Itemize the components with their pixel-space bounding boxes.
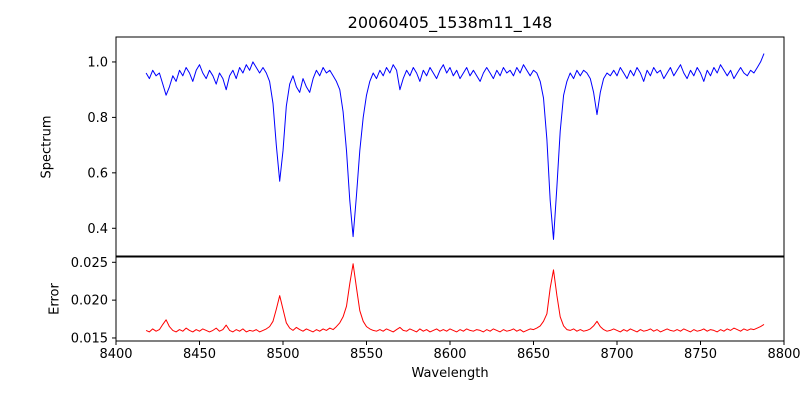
x-tick-label: 8550 bbox=[350, 347, 383, 362]
y-tick-label: 0.4 bbox=[87, 222, 108, 237]
y-tick-label: 0.015 bbox=[71, 331, 108, 346]
y-tick-label: 0.8 bbox=[87, 111, 108, 126]
error-y-axis-label: Error bbox=[47, 283, 63, 315]
chart-title: 20060405_1538m11_148 bbox=[347, 13, 553, 32]
x-tick-label: 8750 bbox=[684, 347, 717, 362]
y-tick-label: 0.6 bbox=[87, 166, 108, 181]
y-tick-label: 1.0 bbox=[87, 55, 108, 70]
x-tick-label: 8500 bbox=[266, 347, 299, 362]
x-tick-label: 8650 bbox=[517, 347, 550, 362]
spectrum-y-axis-label: Spectrum bbox=[39, 115, 55, 179]
x-tick-label: 8600 bbox=[433, 347, 466, 362]
x-tick-label: 8400 bbox=[99, 347, 132, 362]
error-line bbox=[145, 263, 765, 333]
x-tick-label: 8450 bbox=[183, 347, 216, 362]
x-tick-label: 8700 bbox=[600, 347, 633, 362]
y-tick-label: 0.025 bbox=[71, 256, 108, 271]
spectrum-panel-border bbox=[115, 36, 785, 257]
spectrum-line bbox=[145, 53, 765, 240]
x-tick-label: 8800 bbox=[767, 347, 800, 362]
y-tick-label: 0.020 bbox=[71, 294, 108, 309]
x-axis-label: Wavelength bbox=[411, 366, 489, 381]
